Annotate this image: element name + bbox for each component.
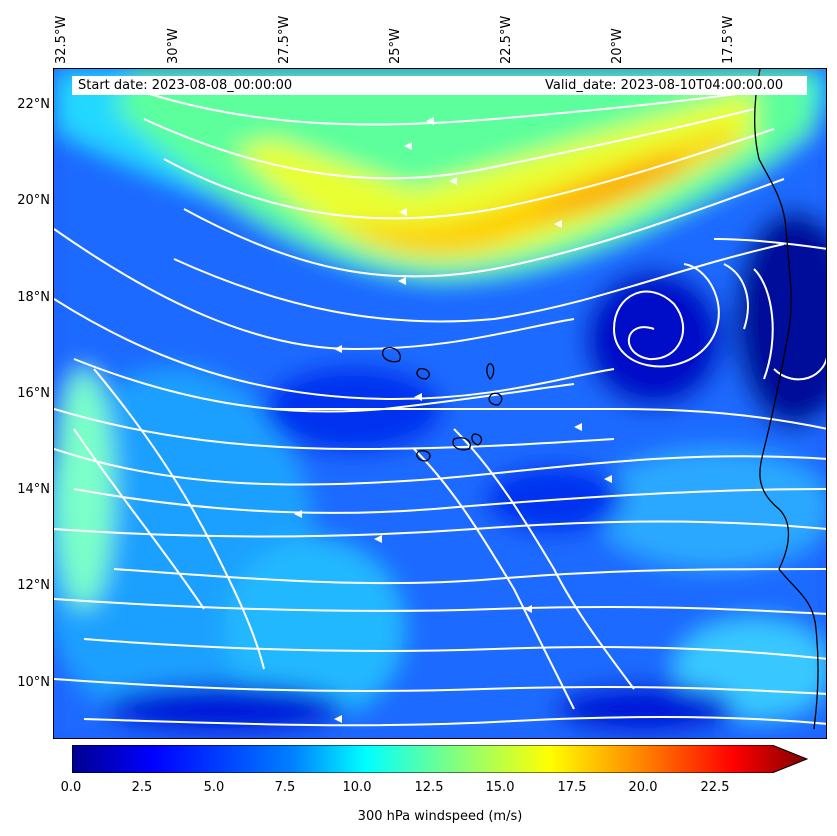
cbar-tick: 5.0 xyxy=(203,780,225,795)
lat-label-10n: 10°N xyxy=(17,675,50,690)
start-date-text: Start date: 2023-08-08_00:00:00 xyxy=(78,78,293,93)
cbar-tick: 2.5 xyxy=(131,780,153,795)
lat-label-16n: 16°N xyxy=(17,386,50,401)
lon-label-27-5w: 27.5°W xyxy=(277,15,292,64)
map-panel xyxy=(53,68,827,739)
lat-label-18n: 18°N xyxy=(17,290,50,305)
lat-label-12n: 12°N xyxy=(17,578,50,593)
lon-label-32-5w: 32.5°W xyxy=(54,15,69,64)
cbar-tick: 10.0 xyxy=(342,780,372,795)
cbar-tick: 22.5 xyxy=(700,780,730,795)
cbar-tick: 0.0 xyxy=(60,780,82,795)
lat-label-20n: 20°N xyxy=(17,193,50,208)
cbar-tick: 20.0 xyxy=(628,780,658,795)
lon-label-25w: 25°W xyxy=(388,28,403,64)
colorbar xyxy=(72,745,808,773)
cbar-tick: 12.5 xyxy=(414,780,444,795)
cbar-tick: 7.5 xyxy=(274,780,296,795)
lon-label-20w: 20°W xyxy=(610,28,625,64)
lat-label-14n: 14°N xyxy=(17,482,50,497)
windspeed-map xyxy=(54,69,826,738)
lat-label-22n: 22°N xyxy=(17,97,50,112)
island xyxy=(382,347,401,363)
lon-label-17-5w: 17.5°W xyxy=(721,15,736,64)
colorbar-label: 300 hPa windspeed (m/s) xyxy=(357,809,523,824)
lon-label-22-5w: 22.5°W xyxy=(499,15,514,64)
valid-date-text: Valid_date: 2023-08-10T04:00:00.00 xyxy=(545,78,784,93)
windspeed-field xyxy=(54,69,826,738)
cbar-tick: 15.0 xyxy=(485,780,515,795)
lon-label-30w: 30°W xyxy=(166,28,181,64)
valid-date-box: Valid_date: 2023-08-10T04:00:00.00 xyxy=(539,76,807,95)
start-date-box: Start date: 2023-08-08_00:00:00 xyxy=(72,76,554,95)
colorbar-gradient xyxy=(72,745,808,773)
cbar-tick: 17.5 xyxy=(557,780,587,795)
streamline-arrows xyxy=(294,117,612,723)
coastline xyxy=(382,69,819,730)
streamlines xyxy=(54,88,826,727)
